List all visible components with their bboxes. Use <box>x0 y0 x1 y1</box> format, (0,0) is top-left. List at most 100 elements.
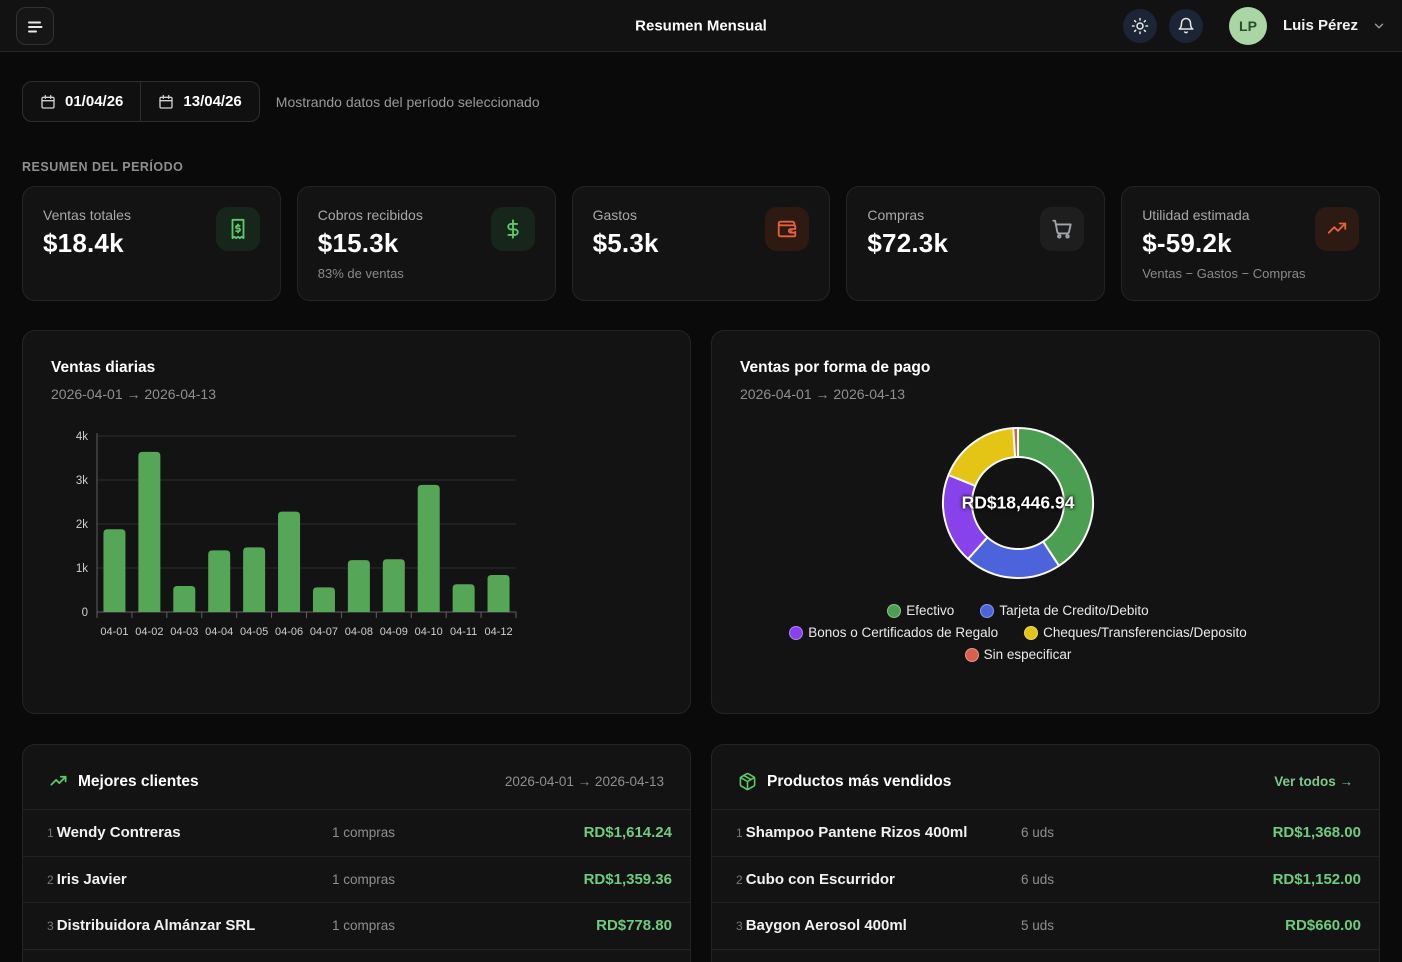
svg-text:04-12: 04-12 <box>484 626 512 638</box>
svg-text:04-05: 04-05 <box>240 626 268 638</box>
stat-subtitle: 83% de ventas <box>318 266 535 281</box>
client-name: Iris Javier <box>57 871 127 888</box>
svg-text:0: 0 <box>82 607 88 619</box>
rank-number: 1 <box>736 826 743 840</box>
daily-sales-bar-chart[interactable]: 01k2k3k4k04-0104-0204-0304-0404-0504-060… <box>51 426 521 652</box>
sun-icon <box>1131 17 1149 35</box>
legend-dot-icon <box>789 626 803 640</box>
date-range-picker: 01/04/26 13/04/26 <box>22 81 260 122</box>
client-row-partial <box>23 949 690 962</box>
receipt-icon <box>216 207 260 251</box>
client-purchases: 1 compras <box>332 872 522 887</box>
client-amount: RD$778.80 <box>522 917 672 934</box>
legend-item-cheques[interactable]: Cheques/Transferencias/Deposito <box>1024 625 1247 640</box>
topbar: Resumen Mensual LP Luis Pére <box>0 0 1402 52</box>
legend-dot-icon <box>1024 626 1038 640</box>
hamburger-icon <box>25 16 45 36</box>
stat-card-compras: Compras $72.3k <box>846 186 1105 301</box>
summary-section-label: RESUMEN DEL PERÍODO <box>22 160 1380 174</box>
date-from-button[interactable]: 01/04/26 <box>23 82 140 121</box>
svg-text:4k: 4k <box>76 431 88 443</box>
rank-number: 3 <box>47 919 54 933</box>
svg-text:2k: 2k <box>76 519 88 531</box>
calendar-icon <box>158 94 174 110</box>
svg-text:04-03: 04-03 <box>170 626 198 638</box>
rank-number: 2 <box>47 873 54 887</box>
donut-legend: Efectivo Tarjeta de Credito/Debito Bonos… <box>789 603 1246 662</box>
svg-text:04-08: 04-08 <box>345 626 373 638</box>
client-purchases: 1 compras <box>332 825 522 840</box>
charts-row: Ventas diarias 2026-04-01 → 2026-04-13 0… <box>22 330 1380 714</box>
client-name: Wendy Contreras <box>57 824 181 841</box>
period-filter-row: 01/04/26 13/04/26 Mostrando datos del pe… <box>22 81 1380 122</box>
svg-text:3k: 3k <box>76 475 88 487</box>
daily-sales-card: Ventas diarias 2026-04-01 → 2026-04-13 0… <box>22 330 691 714</box>
product-row: 2 Cubo con Escurridor 6 uds RD$1,152.00 <box>712 856 1379 903</box>
stat-card-ventas-totales: Ventas totales $18.4k <box>22 186 281 301</box>
svg-text:04-09: 04-09 <box>380 626 408 638</box>
period-helper-text: Mostrando datos del período seleccionado <box>276 94 540 110</box>
theme-toggle-button[interactable] <box>1123 9 1157 43</box>
product-row: 3 Baygon Aerosol 400ml 5 uds RD$660.00 <box>712 902 1379 949</box>
chevron-down-icon[interactable] <box>1372 19 1386 33</box>
product-name: Shampoo Pantene Rizos 400ml <box>746 824 968 841</box>
product-amount: RD$1,152.00 <box>1211 871 1361 888</box>
user-name[interactable]: Luis Pérez <box>1283 17 1358 34</box>
avatar[interactable]: LP <box>1229 7 1267 45</box>
svg-text:1k: 1k <box>76 563 88 575</box>
product-units: 6 uds <box>1021 872 1211 887</box>
menu-toggle-button[interactable] <box>16 7 54 45</box>
list-title: Mejores clientes <box>78 773 199 791</box>
svg-text:04-01: 04-01 <box>100 626 128 638</box>
top-clients-card: Mejores clientes 2026-04-01 → 2026-04-13… <box>22 744 691 962</box>
product-row-partial <box>712 949 1379 962</box>
client-row: 2 Iris Javier 1 compras RD$1,359.36 <box>23 856 690 903</box>
legend-label: Tarjeta de Credito/Debito <box>999 603 1148 618</box>
legend-dot-icon <box>980 604 994 618</box>
product-amount: RD$660.00 <box>1211 917 1361 934</box>
client-purchases: 1 compras <box>332 918 522 933</box>
bell-icon <box>1177 17 1195 35</box>
client-amount: RD$1,614.24 <box>522 824 672 841</box>
legend-dot-icon <box>965 648 979 662</box>
date-from-value: 01/04/26 <box>65 93 123 110</box>
legend-label: Cheques/Transferencias/Deposito <box>1043 625 1247 640</box>
legend-item-bonos[interactable]: Bonos o Certificados de Regalo <box>789 625 998 640</box>
svg-text:04-04: 04-04 <box>205 626 233 638</box>
client-name: Distribuidora Almánzar SRL <box>57 917 256 934</box>
legend-label: Efectivo <box>906 603 954 618</box>
date-to-value: 13/04/26 <box>183 93 241 110</box>
summary-cards: Ventas totales $18.4k Cobros recibidos $… <box>22 186 1380 301</box>
date-to-button[interactable]: 13/04/26 <box>140 82 258 121</box>
payment-methods-card: Ventas por forma de pago 2026-04-01 → 20… <box>711 330 1380 714</box>
legend-label: Sin especificar <box>984 647 1072 662</box>
product-units: 6 uds <box>1021 825 1211 840</box>
rank-number: 3 <box>736 919 743 933</box>
legend-item-tarjeta[interactable]: Tarjeta de Credito/Debito <box>980 603 1148 618</box>
list-title: Productos más vendidos <box>767 773 951 791</box>
legend-item-sin-especificar[interactable]: Sin especificar <box>965 647 1072 662</box>
svg-text:04-06: 04-06 <box>275 626 303 638</box>
view-all-link[interactable]: Ver todos → <box>1274 774 1353 789</box>
rank-number: 2 <box>736 873 743 887</box>
notifications-button[interactable] <box>1169 9 1203 43</box>
legend-label: Bonos o Certificados de Regalo <box>808 625 998 640</box>
top-products-card: Productos más vendidos Ver todos → 1 Sha… <box>711 744 1380 962</box>
lists-row: Mejores clientes 2026-04-01 → 2026-04-13… <box>22 744 1380 962</box>
stat-card-gastos: Gastos $5.3k <box>572 186 831 301</box>
product-units: 5 uds <box>1021 918 1211 933</box>
client-row: 1 Wendy Contreras 1 compras RD$1,614.24 <box>23 809 690 856</box>
topbar-actions: LP Luis Pérez <box>1123 7 1386 45</box>
package-icon <box>738 772 757 791</box>
chart-title: Ventas diarias <box>51 359 662 377</box>
legend-item-efectivo[interactable]: Efectivo <box>887 603 954 618</box>
cart-icon <box>1040 207 1084 251</box>
page-title: Resumen Mensual <box>635 17 767 34</box>
client-amount: RD$1,359.36 <box>522 871 672 888</box>
calendar-icon <box>40 94 56 110</box>
stat-card-utilidad-estimada: Utilidad estimada $-59.2k Ventas − Gasto… <box>1121 186 1380 301</box>
wallet-icon <box>765 207 809 251</box>
dollar-icon <box>491 207 535 251</box>
donut-total-label: RD$18,446.94 <box>962 493 1075 514</box>
stat-card-cobros-recibidos: Cobros recibidos $15.3k 83% de ventas <box>297 186 556 301</box>
